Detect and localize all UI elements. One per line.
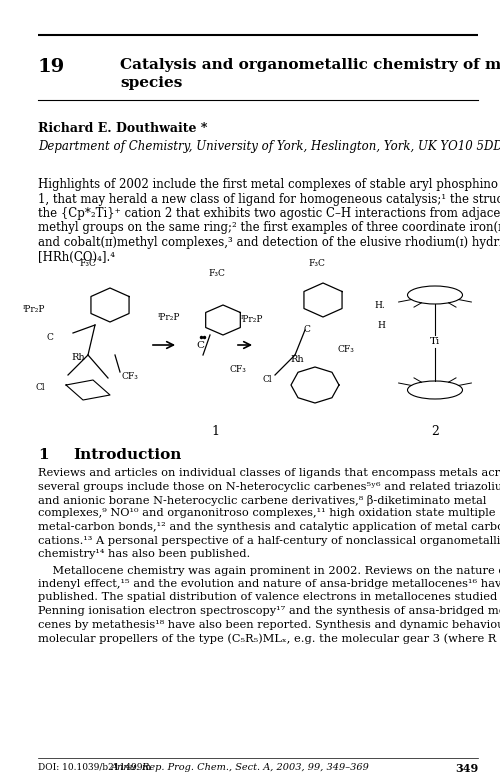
Text: Annu. Rep. Prog. Chem., Sect. A, 2003, 99, 349–369: Annu. Rep. Prog. Chem., Sect. A, 2003, 9… [110, 763, 370, 772]
Text: ᴵPr₂P: ᴵPr₂P [22, 305, 45, 315]
Text: CF₃: CF₃ [230, 365, 247, 374]
Text: Cl: Cl [36, 384, 45, 392]
Text: Highlights of 2002 include the first metal complexes of stable aryl phosphino ca: Highlights of 2002 include the first met… [38, 178, 500, 191]
Text: molecular propellers of the type (C₅R₅)MLₓ, e.g. the molecular gear 3 (where R =: molecular propellers of the type (C₅R₅)M… [38, 633, 500, 644]
Text: and anionic borane N-heterocyclic carbene derivatives,⁸ β-diketiminato metal: and anionic borane N-heterocyclic carben… [38, 495, 486, 506]
Text: cations.¹³ A personal perspective of a half-century of nonclassical organometall: cations.¹³ A personal perspective of a h… [38, 536, 500, 546]
Text: 1: 1 [211, 425, 219, 438]
Text: H: H [377, 320, 385, 330]
Text: Penning ionisation electron spectroscopy¹⁷ and the synthesis of ansa-bridged met: Penning ionisation electron spectroscopy… [38, 606, 500, 616]
Text: species: species [120, 76, 182, 90]
Text: 1: 1 [38, 448, 48, 462]
Text: C: C [304, 326, 310, 334]
Text: chemistry¹⁴ has also been published.: chemistry¹⁴ has also been published. [38, 549, 250, 559]
Text: Cl: Cl [262, 376, 272, 384]
Text: Ti: Ti [430, 337, 440, 347]
Text: 1, that may herald a new class of ligand for homogeneous catalysis;¹ the structu: 1, that may herald a new class of ligand… [38, 193, 500, 205]
Text: cenes by metathesis¹⁸ have also been reported. Synthesis and dynamic behaviour o: cenes by metathesis¹⁸ have also been rep… [38, 619, 500, 630]
Text: methyl groups on the same ring;² the first examples of three coordinate iron(ɪɪ): methyl groups on the same ring;² the fir… [38, 222, 500, 234]
Text: indenyl effect,¹⁵ and the evolution and nature of ansa-bridge metallocenes¹⁶ hav: indenyl effect,¹⁵ and the evolution and … [38, 579, 500, 589]
Text: published. The spatial distribution of valence electrons in metallocenes studied: published. The spatial distribution of v… [38, 593, 500, 602]
Text: and cobalt(ɪɪ)methyl complexes,³ and detection of the elusive rhodium(ɪ) hydride: and cobalt(ɪɪ)methyl complexes,³ and det… [38, 236, 500, 249]
Text: 2: 2 [431, 425, 439, 438]
Text: 19: 19 [38, 58, 65, 76]
Text: [HRh(CO)₄].⁴: [HRh(CO)₄].⁴ [38, 251, 115, 264]
Text: F₃C: F₃C [80, 259, 96, 268]
Text: C: C [196, 341, 204, 349]
Text: metal-carbon bonds,¹² and the synthesis and catalytic application of metal carbo: metal-carbon bonds,¹² and the synthesis … [38, 522, 500, 532]
Text: Richard E. Douthwaite *: Richard E. Douthwaite * [38, 122, 207, 135]
Text: Rh: Rh [290, 355, 304, 365]
Text: Rh: Rh [71, 353, 85, 363]
Text: several groups include those on N-heterocyclic carbenes⁵ʸ⁶ and related triazoliu: several groups include those on N-hetero… [38, 482, 500, 492]
Text: ᴵPr₂P: ᴵPr₂P [158, 313, 180, 323]
Text: the {Cp*₂Ti}⁺ cation 2 that exhibits two agostic C–H interactions from adjacent: the {Cp*₂Ti}⁺ cation 2 that exhibits two… [38, 207, 500, 220]
Text: Introduction: Introduction [73, 448, 182, 462]
Text: F₃C: F₃C [308, 259, 326, 268]
Text: CF₃: CF₃ [337, 345, 354, 355]
Text: DOI: 10.1039/b211499m: DOI: 10.1039/b211499m [38, 763, 151, 772]
Text: F₃C: F₃C [208, 269, 226, 278]
Text: CF₃: CF₃ [122, 372, 139, 381]
Text: Catalysis and organometallic chemistry of monometallic: Catalysis and organometallic chemistry o… [120, 58, 500, 72]
Text: Department of Chemistry, University of York, Heslington, York, UK YO10 5DD: Department of Chemistry, University of Y… [38, 140, 500, 153]
Text: ᴵPr₂P: ᴵPr₂P [240, 316, 263, 324]
Text: complexes,⁹ NO¹⁰ and organonitroso complexes,¹¹ high oxidation state multiple: complexes,⁹ NO¹⁰ and organonitroso compl… [38, 508, 496, 518]
Text: H.: H. [374, 301, 385, 309]
Text: C: C [46, 334, 54, 342]
Text: Metallocene chemistry was again prominent in 2002. Reviews on the nature of the: Metallocene chemistry was again prominen… [38, 565, 500, 576]
Text: Reviews and articles on individual classes of ligands that encompass metals acro: Reviews and articles on individual class… [38, 468, 500, 478]
Text: 349: 349 [455, 763, 478, 774]
